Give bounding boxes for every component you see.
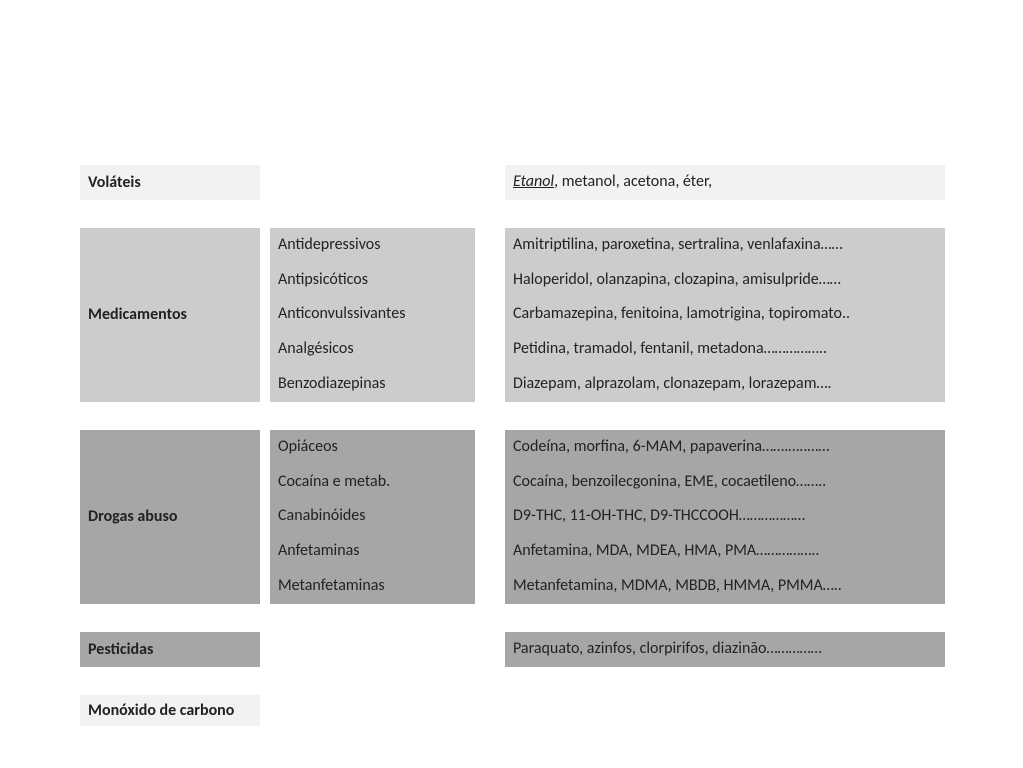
section-pesticidas: Pesticidas Paraquato, azinfos, clorpirif… [80,632,945,667]
examples-cell: Anfetamina, MDA, MDEA, HMA, PMA…………….. [505,534,945,569]
examples-cell: Haloperidol, olanzapina, clozapina, amis… [505,263,945,298]
label-drogas-abuso: Drogas abuso [80,430,260,604]
class-cell: Cocaína e metab. [270,465,475,500]
classes-drogas-abuso: Opiáceos Cocaína e metab. Canabinóides A… [270,430,475,604]
class-cell: Opiáceos [270,430,475,465]
class-cell: Metanfetaminas [270,569,475,604]
class-cell: Anfetaminas [270,534,475,569]
label-pesticidas: Pesticidas [80,632,260,667]
examples-cell: Petidina, tramadol, fentanil, metadona……… [505,332,945,367]
class-cell: Benzodiazepinas [270,367,475,402]
class-cell: Antidepressivos [270,228,475,263]
examples-pesticidas: Paraquato, azinfos, clorpirifos, diazinã… [505,632,945,667]
examples-cell: D9-THC, 11-OH-THC, D9-THCCOOH……………… [505,499,945,534]
class-cell: Anticonvulssivantes [270,297,475,332]
section-medicamentos: Medicamentos Antidepressivos Antipsicóti… [80,228,945,402]
examples-cell: Codeína, morfina, 6-MAM, papaverina…….….… [505,430,945,465]
examples-volateis-rest: , metanol, acetona, éter, [554,172,712,191]
class-cell: Antipsicóticos [270,263,475,298]
class-cell: Analgésicos [270,332,475,367]
examples-cell: Metanfetamina, MDMA, MBDB, HMMA, PMMA….. [505,569,945,604]
spacer [270,165,475,200]
examples-medicamentos: Amitriptilina, paroxetina, sertralina, v… [505,228,945,402]
examples-drogas-abuso: Codeína, morfina, 6-MAM, papaverina…….….… [505,430,945,604]
label-medicamentos: Medicamentos [80,228,260,402]
toxicology-categories-table: Voláteis Etanol, metanol, acetona, éter,… [80,165,945,726]
examples-volateis: Etanol, metanol, acetona, éter, [505,165,945,200]
spacer [270,632,475,667]
section-volateis: Voláteis Etanol, metanol, acetona, éter, [80,165,945,200]
section-monoxido: Monóxido de carbono [80,695,945,726]
examples-cell: Diazepam, alprazolam, clonazepam, loraze… [505,367,945,402]
class-cell: Canabinóides [270,499,475,534]
section-drogas-abuso: Drogas abuso Opiáceos Cocaína e metab. C… [80,430,945,604]
classes-medicamentos: Antidepressivos Antipsicóticos Anticonvu… [270,228,475,402]
emph-etanol: Etanol [513,172,554,191]
label-volateis: Voláteis [80,165,260,200]
examples-cell: Amitriptilina, paroxetina, sertralina, v… [505,228,945,263]
examples-cell: Cocaína, benzoilecgonina, EME, cocaetile… [505,465,945,500]
label-monoxido: Monóxido de carbono [80,695,260,726]
examples-cell: Carbamazepina, fenitoina, lamotrigina, t… [505,297,945,332]
